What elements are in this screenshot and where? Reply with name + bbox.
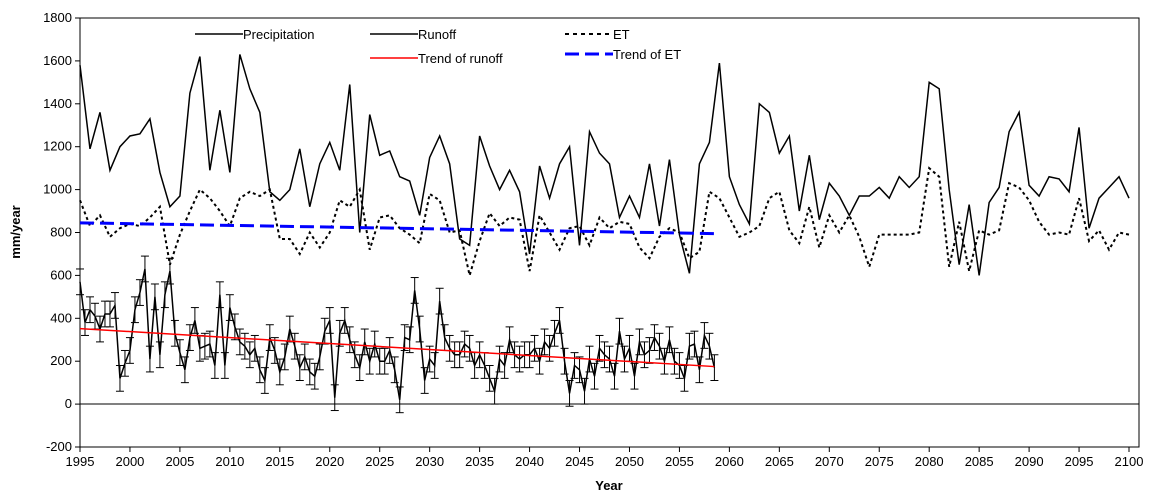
precipitation-line	[79, 54, 1130, 276]
x-tick-label: 2045	[565, 454, 594, 469]
y-tick-label: 1000	[43, 182, 72, 197]
legend-label: Trend of ET	[613, 47, 681, 62]
y-axis-label: mm/year	[8, 205, 23, 258]
legend-label: ET	[613, 27, 630, 42]
x-tick-label: 2080	[915, 454, 944, 469]
x-tick-label: 2040	[515, 454, 544, 469]
x-tick-label: 2010	[215, 454, 244, 469]
x-tick-label: 2030	[415, 454, 444, 469]
y-tick-label: 800	[50, 225, 72, 240]
y-tick-label: 1200	[43, 139, 72, 154]
x-tick-label: 2000	[115, 454, 144, 469]
y-tick-label: -200	[46, 439, 72, 454]
y-tick-label: 0	[65, 396, 72, 411]
x-axis-label: Year	[595, 478, 622, 493]
trend-of-et-line	[79, 221, 715, 236]
y-tick-label: 1800	[43, 10, 72, 25]
y-tick-label: 1600	[43, 53, 72, 68]
x-tick-label: 2020	[315, 454, 344, 469]
legend-label: Trend of runoff	[418, 51, 503, 66]
x-tick-label: 2055	[665, 454, 694, 469]
x-tick-label: 2075	[865, 454, 894, 469]
x-tick-label: 2015	[265, 454, 294, 469]
trend-of-runoff-line	[79, 327, 715, 368]
y-axis: -200 0 200 400 600 800 1000 1200 1400 1600 1800	[43, 10, 80, 454]
y-tick-label: 400	[50, 310, 72, 325]
x-tick-label: 2090	[1015, 454, 1044, 469]
runoff-line	[79, 268, 716, 400]
et-line	[79, 166, 1130, 276]
y-tick-label: 600	[50, 267, 72, 282]
x-tick-label: 2005	[165, 454, 194, 469]
y-tick-label: 1400	[43, 96, 72, 111]
x-tick-label: 2035	[465, 454, 494, 469]
legend-label: Runoff	[418, 27, 456, 42]
x-tick-label: 1995	[66, 454, 95, 469]
series-layer	[76, 54, 1130, 414]
x-tick-label: 2050	[615, 454, 644, 469]
x-tick-label: 2060	[715, 454, 744, 469]
x-tick-label: 2085	[965, 454, 994, 469]
legend-label: Precipitation	[243, 27, 315, 42]
x-axis: 1995 2000 2005 2010 2015 2020 2025 2030 2035 2040…	[66, 447, 1144, 469]
x-tick-label: 2065	[765, 454, 794, 469]
x-tick-label: 2070	[815, 454, 844, 469]
x-tick-label: 2095	[1065, 454, 1094, 469]
legend: Precipitation Runoff ET Trend of runoff Tren…	[195, 27, 681, 66]
y-tick-label: 200	[50, 353, 72, 368]
x-tick-label: 2100	[1115, 454, 1144, 469]
x-tick-label: 2025	[365, 454, 394, 469]
